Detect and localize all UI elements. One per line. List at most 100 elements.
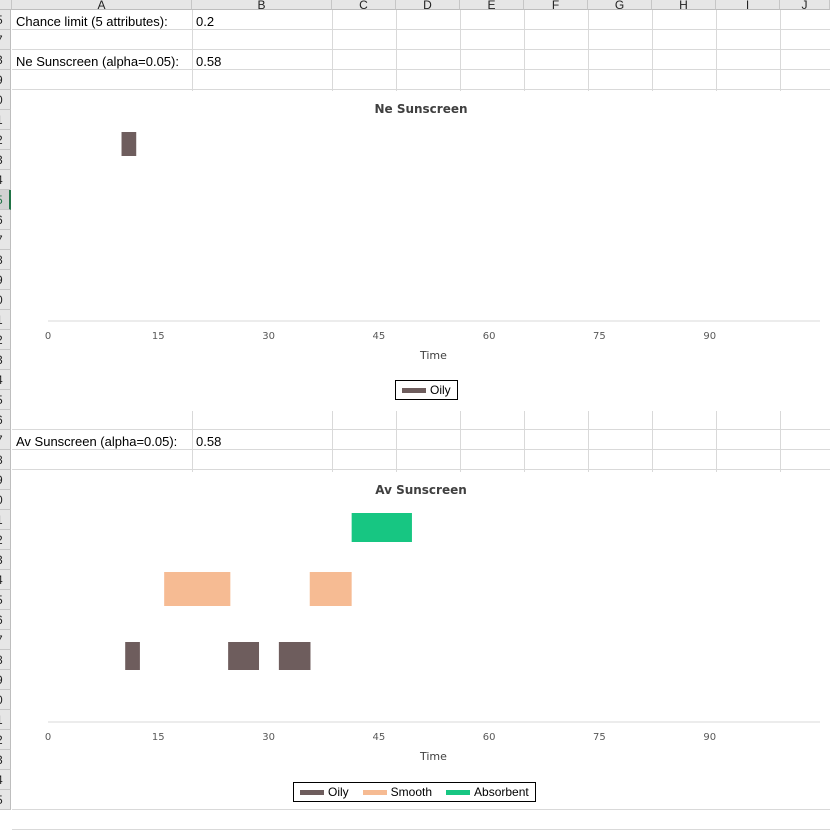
- row-header[interactable]: 3: [0, 750, 11, 770]
- x-tick-label: 0: [45, 732, 51, 743]
- row-header[interactable]: 0: [0, 290, 11, 310]
- chart-av-sunscreen[interactable]: Av Sunscreen 0 15 30 45 60 75 90 Time Oily Smo…: [12, 472, 830, 808]
- x-tick-label: 90: [703, 331, 716, 342]
- row-header[interactable]: 7: [0, 430, 11, 450]
- row-header[interactable]: 9: [0, 270, 11, 290]
- row-header[interactable]: 9: [0, 470, 11, 490]
- legend-item-oily: Oily: [300, 785, 349, 799]
- row-header[interactable]: 7: [0, 230, 11, 250]
- chart-title: Av Sunscreen: [375, 483, 467, 497]
- row-header[interactable]: 0: [0, 490, 11, 510]
- legend-label: Oily: [430, 383, 451, 397]
- row-header[interactable]: 1: [0, 110, 11, 130]
- x-axis-title: Time: [420, 349, 447, 362]
- bar-smooth[interactable]: [309, 572, 352, 606]
- row-header[interactable]: 3: [0, 550, 11, 570]
- row-header[interactable]: 1: [0, 710, 11, 730]
- x-tick-label: 15: [152, 732, 165, 743]
- chart-legend[interactable]: Oily Smooth Absorbent: [293, 782, 536, 802]
- legend-swatch: [402, 387, 426, 393]
- grid-row-line: [12, 89, 830, 90]
- bar-absorbent[interactable]: [351, 513, 412, 542]
- chart-ne-sunscreen[interactable]: Ne Sunscreen 0 15 30 45 60 75 90 Time Oily: [12, 91, 830, 411]
- column-header-g[interactable]: G: [588, 0, 652, 10]
- legend-label: Absorbent: [474, 785, 529, 799]
- legend-swatch: [446, 789, 471, 795]
- row-header[interactable]: 3: [0, 50, 11, 70]
- row-header[interactable]: 8: [0, 450, 11, 470]
- row-header[interactable]: 3: [0, 350, 11, 370]
- column-header-h[interactable]: H: [652, 0, 716, 10]
- x-tick-label: 60: [483, 732, 496, 743]
- row-header[interactable]: 0: [0, 690, 11, 710]
- row-header[interactable]: 6: [0, 410, 11, 430]
- row-header[interactable]: 6: [0, 610, 11, 630]
- row-header[interactable]: 6: [0, 210, 11, 230]
- row-header[interactable]: 7: [0, 30, 11, 50]
- row-header[interactable]: 4: [0, 570, 11, 590]
- bar-smooth[interactable]: [164, 572, 231, 606]
- row-header[interactable]: 5: [0, 590, 11, 610]
- row-header[interactable]: 4: [0, 770, 11, 790]
- row-header[interactable]: 4: [0, 170, 11, 190]
- row-header[interactable]: 9: [0, 670, 11, 690]
- legend-swatch: [300, 789, 324, 795]
- legend-item-absorbent: Absorbent: [446, 785, 529, 799]
- x-tick-label: 30: [262, 732, 275, 743]
- row-header[interactable]: 5: [0, 190, 11, 210]
- column-header-i[interactable]: I: [716, 0, 780, 10]
- x-tick-label: 75: [593, 732, 606, 743]
- chart-legend[interactable]: Oily: [395, 380, 458, 400]
- legend-label: Smooth: [390, 785, 433, 799]
- column-header-a[interactable]: A: [12, 0, 192, 10]
- row-header[interactable]: 2: [0, 730, 11, 750]
- x-tick-label: 45: [372, 331, 385, 342]
- column-header-b[interactable]: B: [192, 0, 332, 10]
- row-header[interactable]: 1: [0, 510, 11, 530]
- cell-b27[interactable]: 0.58: [196, 434, 222, 449]
- x-tick-label: 75: [593, 331, 606, 342]
- row-header[interactable]: 5: [0, 390, 11, 410]
- x-tick-label: 90: [703, 732, 716, 743]
- grid-row-line: [12, 449, 830, 450]
- row-header[interactable]: 8: [0, 250, 11, 270]
- cell-b5[interactable]: 0.2: [196, 14, 215, 29]
- row-header[interactable]: 9: [0, 70, 11, 90]
- row-header[interactable]: 7: [0, 630, 11, 650]
- column-header-c[interactable]: C: [332, 0, 396, 10]
- bar-oily[interactable]: [228, 642, 260, 670]
- column-header-j[interactable]: J: [780, 0, 830, 10]
- row-header[interactable]: 8: [0, 650, 11, 670]
- bar-oily[interactable]: [278, 642, 311, 670]
- row-header[interactable]: 3: [0, 150, 11, 170]
- cell-a8[interactable]: Ne Sunscreen (alpha=0.05):: [16, 54, 179, 69]
- grid-row-line: [12, 29, 830, 30]
- bar-oily[interactable]: [125, 642, 140, 670]
- select-all-corner[interactable]: [0, 0, 12, 10]
- bar-oily[interactable]: [121, 132, 137, 156]
- column-header-d[interactable]: D: [396, 0, 460, 10]
- legend-swatch: [362, 789, 387, 795]
- grid-row-line: [12, 809, 830, 810]
- row-header[interactable]: 4: [0, 370, 11, 390]
- grid-row-line: [12, 69, 830, 70]
- x-tick-label: 60: [483, 331, 496, 342]
- row-header[interactable]: 0: [0, 90, 11, 110]
- cell-a27[interactable]: Av Sunscreen (alpha=0.05):: [16, 434, 178, 449]
- cell-b8[interactable]: 0.58: [196, 54, 222, 69]
- row-header[interactable]: 5: [0, 790, 11, 810]
- row-header[interactable]: 2: [0, 130, 11, 150]
- chart-plot: 0 15 30 45 60 75 90: [45, 132, 820, 342]
- column-header-f[interactable]: F: [524, 0, 588, 10]
- row-header[interactable]: 2: [0, 330, 11, 350]
- row-header[interactable]: 2: [0, 530, 11, 550]
- column-header-e[interactable]: E: [460, 0, 524, 10]
- grid-row-line: [12, 49, 830, 50]
- x-tick-label: 45: [372, 732, 385, 743]
- cell-a5[interactable]: Chance limit (5 attributes):: [16, 14, 168, 29]
- chart-title: Ne Sunscreen: [374, 102, 468, 116]
- chart-plot: 0 15 30 45 60 75 90: [45, 513, 820, 743]
- row-header[interactable]: 5: [0, 10, 11, 30]
- x-tick-label: 0: [45, 331, 51, 342]
- row-header[interactable]: 1: [0, 310, 11, 330]
